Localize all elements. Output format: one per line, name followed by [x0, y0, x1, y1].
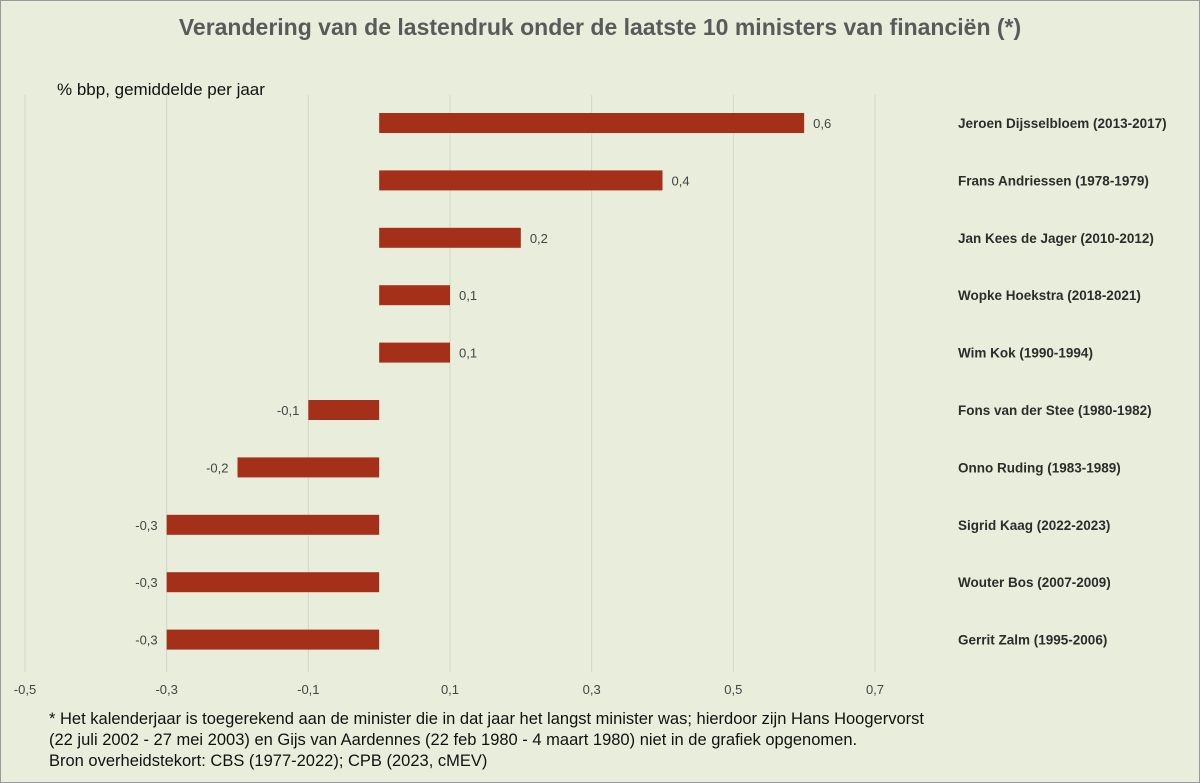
units-label: % bbp, gemiddelde per jaar	[57, 80, 265, 99]
bar	[379, 113, 805, 133]
value-label: 0,1	[459, 288, 477, 303]
value-label: -0,3	[135, 633, 157, 648]
footnote-line: Bron overheidstekort: CBS (1977-2022); C…	[49, 752, 488, 770]
value-label: 0,1	[459, 346, 477, 361]
bar	[237, 457, 380, 478]
category-label: Jan Kees de Jager (2010-2012)	[958, 231, 1154, 246]
bar	[379, 285, 450, 306]
value-label: -0,3	[135, 518, 157, 533]
value-label: 0,4	[672, 173, 690, 188]
bar	[166, 572, 380, 593]
chart-title: Verandering van de lastendruk onder de l…	[178, 14, 1022, 40]
footnote: * Het kalenderjaar is toegerekend aan de…	[49, 709, 924, 772]
category-label: Onno Ruding (1983-1989)	[958, 460, 1121, 475]
bars	[166, 113, 805, 650]
value-label: 0,2	[530, 231, 548, 246]
x-axis-ticks: -0,5 -0,3 -0,1 0,1 0,3 0,5 0,7	[14, 682, 884, 697]
category-labels: Jeroen Dijsselbloem (2013-2017) Frans And…	[958, 116, 1167, 648]
category-label: Wim Kok (1990-1994)	[958, 346, 1093, 361]
x-tick-label: 0,1	[441, 682, 459, 697]
value-label: -0,3	[135, 575, 157, 590]
bar	[166, 629, 380, 650]
category-label: Jeroen Dijsselbloem (2013-2017)	[958, 116, 1167, 131]
category-label: Gerrit Zalm (1995-2006)	[958, 633, 1107, 648]
x-tick-label: 0,3	[583, 682, 601, 697]
footnote-line: * Het kalenderjaar is toegerekend aan de…	[49, 710, 924, 728]
value-labels: 0,6 0,4 0,2 0,1 0,1 -0,1 -0,2 -0,3 -0,3 -0,3	[135, 116, 831, 648]
x-tick-label: 0,5	[724, 682, 742, 697]
category-label: Fons van der Stee (1980-1982)	[958, 403, 1152, 418]
x-tick-label: -0,1	[297, 682, 319, 697]
value-label: -0,1	[277, 403, 299, 418]
bar	[166, 514, 380, 535]
bar	[379, 342, 450, 363]
category-label: Wouter Bos (2007-2009)	[958, 575, 1111, 590]
bar	[379, 227, 521, 248]
bar	[379, 170, 663, 191]
value-label: -0,2	[206, 460, 228, 475]
category-label: Sigrid Kaag (2022-2023)	[958, 518, 1110, 533]
category-label: Frans Andriessen (1978-1979)	[958, 173, 1149, 188]
category-label: Wopke Hoekstra (2018-2021)	[958, 288, 1141, 303]
value-label: 0,6	[813, 116, 831, 131]
x-tick-label: -0,5	[14, 682, 36, 697]
footnote-line: (22 juli 2002 - 27 mei 2003) en Gijs van…	[49, 731, 858, 749]
bar	[308, 400, 380, 420]
x-tick-label: 0,7	[866, 682, 884, 697]
x-tick-label: -0,3	[155, 682, 177, 697]
